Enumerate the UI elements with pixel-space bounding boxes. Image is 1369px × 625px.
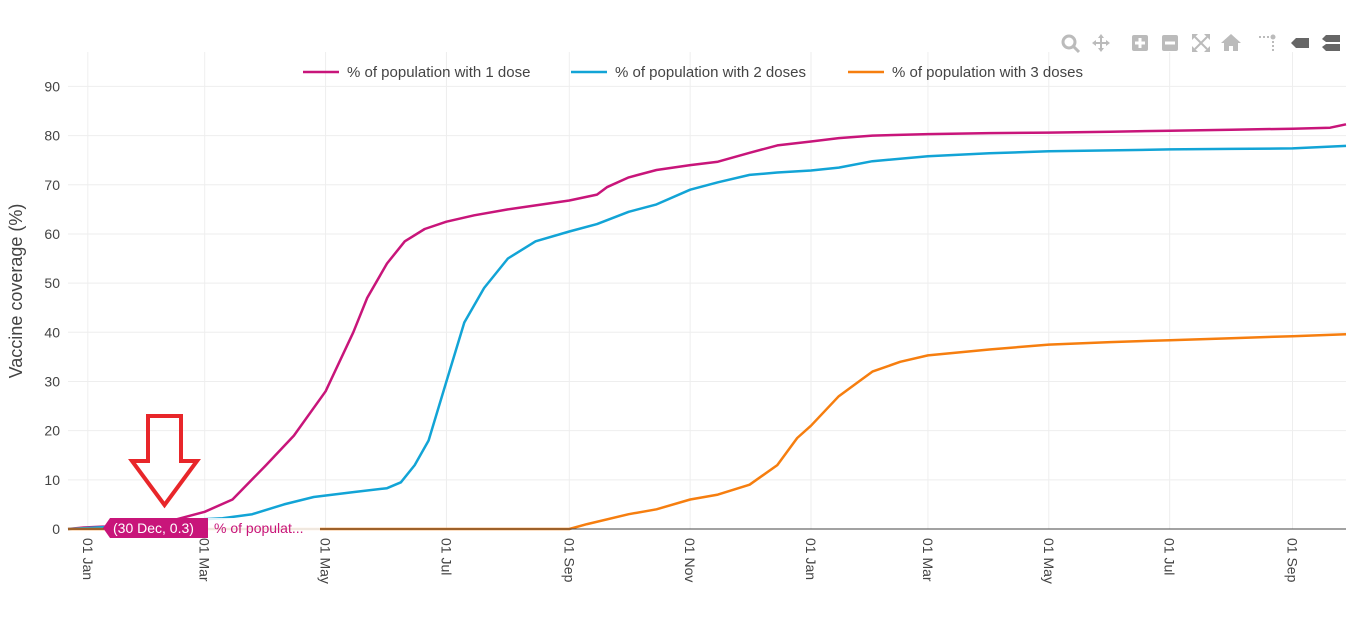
zoom-out-icon[interactable] xyxy=(1162,35,1178,51)
series-line-3 xyxy=(68,333,1347,531)
x-tick-label: 01 Mar xyxy=(197,538,213,582)
y-tick-label: 30 xyxy=(44,373,60,389)
series-line-1 xyxy=(67,123,1347,531)
legend-label: % of population with 3 doses xyxy=(892,64,1083,81)
tooltip-value-box xyxy=(103,518,208,538)
legend-item-3[interactable]: % of population with 3 doses xyxy=(848,64,1083,81)
x-tick-label: 01 Jul xyxy=(1162,538,1178,575)
x-tick-label: 01 Nov xyxy=(682,538,698,582)
x-tick-label: 01 Sep xyxy=(561,538,577,583)
legend-item-2[interactable]: % of population with 2 doses xyxy=(571,64,806,81)
autoscale-icon[interactable] xyxy=(1192,34,1210,52)
x-tick-label: 01 Jul xyxy=(438,538,454,575)
y-tick-label: 10 xyxy=(44,472,60,488)
y-tick-label: 20 xyxy=(44,423,60,439)
grid-layer xyxy=(68,52,1346,529)
y-tick-label: 60 xyxy=(44,226,60,242)
zoom-icon[interactable] xyxy=(1061,34,1081,54)
pan-icon[interactable] xyxy=(1092,34,1110,52)
tooltip-series-box xyxy=(208,518,320,538)
x-tick-label: 01 Mar xyxy=(920,538,936,582)
spike-lines-icon[interactable] xyxy=(1259,34,1276,52)
hover-tooltip: (30 Dec, 0.3) % of populat... xyxy=(103,518,320,538)
x-tick-label: 01 May xyxy=(318,538,334,584)
y-tick-label: 0 xyxy=(52,521,60,537)
x-tick-label: 01 Sep xyxy=(1285,538,1301,583)
reset-axes-icon[interactable] xyxy=(1221,34,1241,51)
legend-label: % of population with 1 dose xyxy=(347,64,530,81)
y-tick-label: 70 xyxy=(44,177,60,193)
x-tick-label: 01 May xyxy=(1041,538,1057,584)
tooltip-series-text: % of populat... xyxy=(214,520,304,536)
series-line-2 xyxy=(67,144,1347,531)
series-layer xyxy=(67,123,1347,531)
legend-label: % of population with 2 doses xyxy=(615,64,806,81)
x-tick-label: 01 Jan xyxy=(80,538,96,580)
down-arrow-annotation xyxy=(128,414,201,509)
legend: % of population with 1 dose % of populati… xyxy=(303,64,1083,81)
hover-compare-icon[interactable] xyxy=(1322,35,1340,51)
y-tick-label: 50 xyxy=(44,275,60,291)
zoom-in-icon[interactable] xyxy=(1132,35,1148,51)
plot-toolbar xyxy=(1061,34,1340,54)
y-axis-title: Vaccine coverage (%) xyxy=(6,204,26,379)
y-tick-label: 90 xyxy=(44,78,60,94)
y-tick-label: 40 xyxy=(44,324,60,340)
legend-item-1[interactable]: % of population with 1 dose xyxy=(303,64,530,81)
axis-layer: 0 10 20 30 40 50 60 70 80 90 01 Jan 01 Mar 01 May 01 … xyxy=(44,78,1346,584)
y-tick-label: 80 xyxy=(44,128,60,144)
x-tick-label: 01 Jan xyxy=(803,538,819,580)
tooltip-value-text: (30 Dec, 0.3) xyxy=(113,520,194,536)
hover-closest-icon[interactable] xyxy=(1291,38,1309,48)
